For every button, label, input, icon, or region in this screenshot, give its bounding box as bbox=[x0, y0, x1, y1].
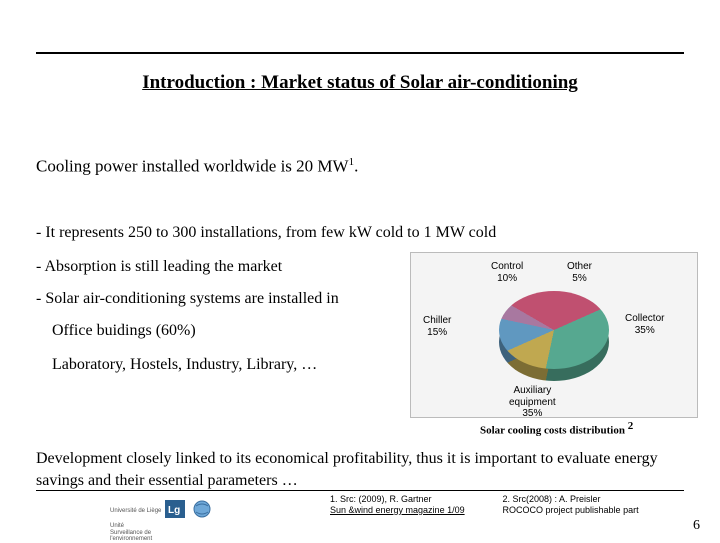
logo-uliege-icon: Lg bbox=[165, 500, 185, 523]
indent-2: Laboratory, Hostels, Industry, Library, … bbox=[52, 356, 317, 374]
fn2a: 2. Src(2008) : A. Preisler bbox=[503, 494, 601, 504]
indent-1: Office buidings (60%) bbox=[52, 322, 196, 340]
pie-face bbox=[499, 291, 609, 369]
chart-caption-sup: 2 bbox=[628, 420, 634, 432]
pie-wrap bbox=[499, 291, 609, 379]
bullet-3: - Solar air-conditioning systems are ins… bbox=[36, 288, 339, 310]
slice-label-chiller: Chiller 15% bbox=[423, 315, 451, 338]
footer-logos: Université de Liège Lg Unité Surveillanc… bbox=[110, 500, 260, 528]
fn1a: 1. Src: (2009), R. Gartner bbox=[330, 494, 432, 504]
bullet-1: - It represents 250 to 300 installations… bbox=[36, 222, 496, 244]
development-text: Development closely linked to its econom… bbox=[36, 448, 684, 491]
pie-chart: Collector 35% Auxiliary equipment 35% Chil… bbox=[410, 252, 698, 418]
fn1b: Sun &wind energy magazine 1/09 bbox=[330, 505, 465, 515]
svg-text:Lg: Lg bbox=[168, 505, 180, 516]
slice-label-control: Control 10% bbox=[491, 261, 523, 284]
footnote-1: 1. Src: (2009), R. Gartner Sun &wind ene… bbox=[330, 494, 500, 516]
fn2b: ROCOCO project publishable part bbox=[503, 505, 639, 515]
chart-caption-text: Solar cooling costs distribution bbox=[480, 425, 625, 437]
subtitle: Cooling power installed worldwide is 20 … bbox=[36, 156, 358, 177]
logo-uliege-text: Université de Liège bbox=[110, 508, 161, 515]
footnote-2: 2. Src(2008) : A. Preisler ROCOCO projec… bbox=[503, 494, 673, 516]
slice-label-collector: Collector 35% bbox=[625, 313, 664, 336]
logo-globe-icon bbox=[193, 500, 211, 523]
subtitle-text: Cooling power installed worldwide is 20 … bbox=[36, 157, 349, 176]
chart-caption: Solar cooling costs distribution 2 bbox=[480, 420, 633, 437]
bullet-2: - Absorption is still leading the market bbox=[36, 256, 282, 278]
subtitle-post: . bbox=[354, 157, 358, 176]
slide-title: Introduction : Market status of Solar ai… bbox=[0, 72, 720, 94]
slice-label-auxiliary-equipment: Auxiliary equipment 35% bbox=[509, 385, 556, 420]
top-rule bbox=[36, 52, 684, 54]
slice-label-other: Other 5% bbox=[567, 261, 592, 284]
bottom-rule bbox=[36, 490, 684, 491]
footnotes: 1. Src: (2009), R. Gartner Sun &wind ene… bbox=[330, 494, 673, 516]
page-number: 6 bbox=[693, 518, 700, 534]
